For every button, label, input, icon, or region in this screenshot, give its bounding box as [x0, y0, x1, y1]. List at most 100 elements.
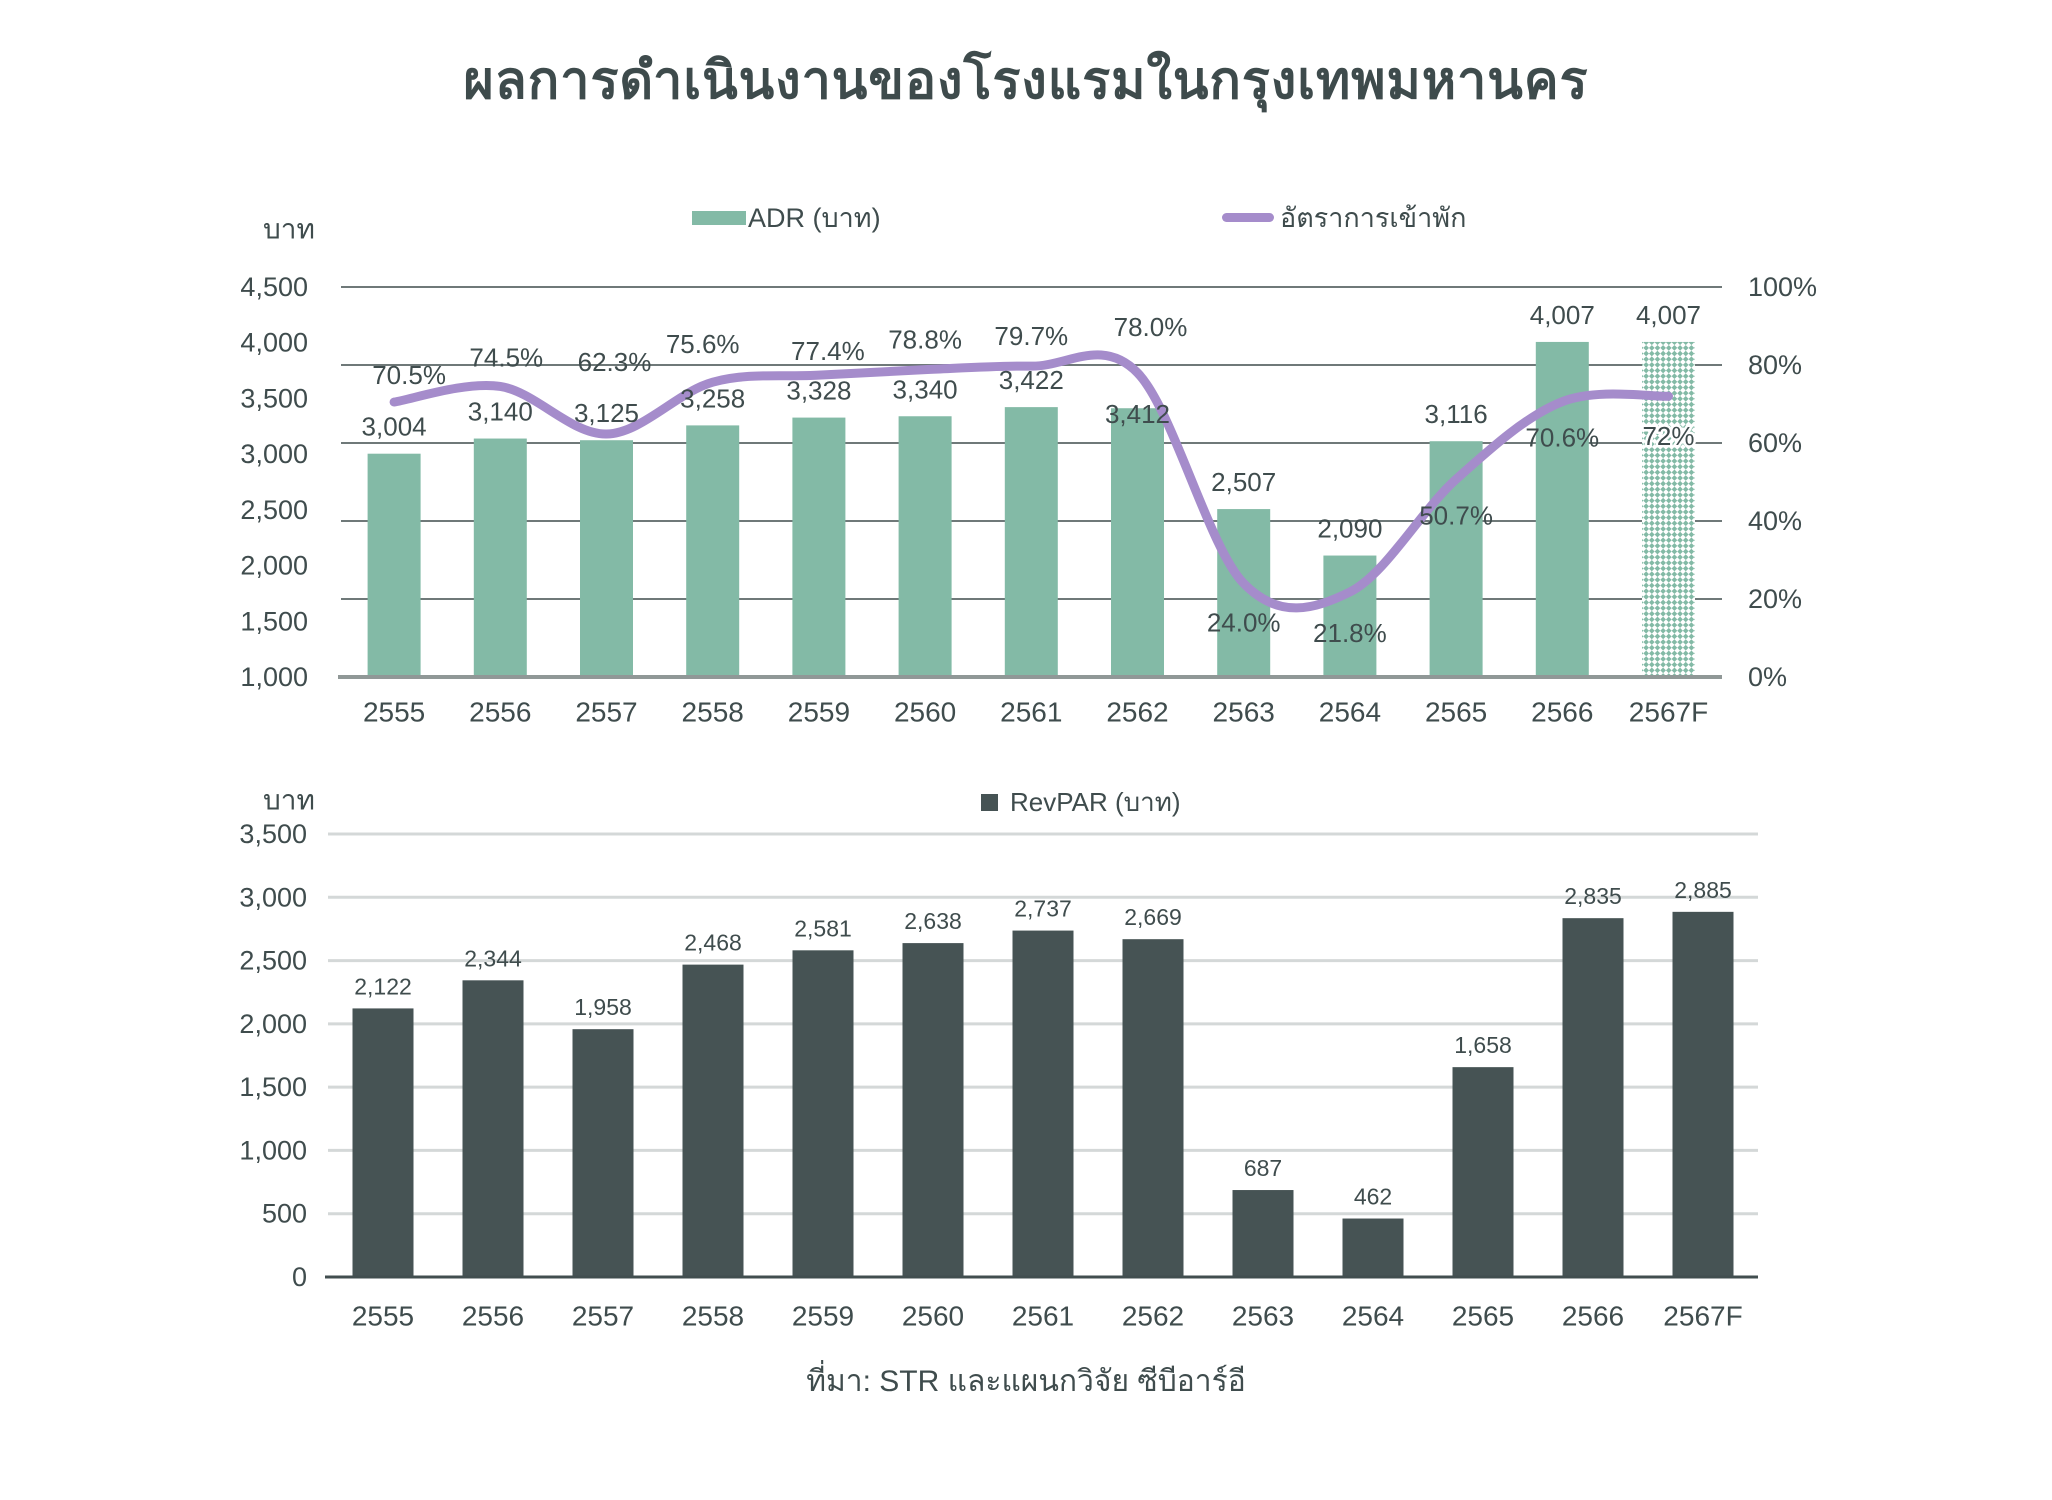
revpar-bar [1012, 930, 1074, 1277]
bottom-x-axis-label: 2561 [1012, 1301, 1074, 1332]
adr-bar [898, 416, 952, 677]
adr-bar [473, 438, 527, 677]
top-right-axis-tick: 100% [1748, 272, 1817, 302]
revpar-bar [792, 950, 854, 1277]
occupancy-value-label: 50.7% [1419, 500, 1493, 530]
top-x-axis-label: 2566 [1531, 697, 1593, 728]
bottom-x-axis-label: 2562 [1122, 1301, 1184, 1332]
revpar-bar [682, 964, 744, 1277]
occupancy-line [389, 350, 1673, 613]
occupancy-value-label: 79.7% [994, 321, 1068, 351]
bottom-x-axis-label: 2558 [682, 1301, 744, 1332]
revpar-value-label: 2,885 [1674, 877, 1732, 903]
occupancy-value-label: 62.3% [578, 347, 652, 377]
top-right-axis-tick: 60% [1748, 428, 1802, 458]
bottom-left-axis-unit: บาท [263, 785, 315, 816]
adr-bar [1111, 408, 1164, 677]
bottom-x-axis-label: 2563 [1232, 1301, 1294, 1332]
top-left-axis-tick: 4,000 [240, 328, 308, 358]
adr-value-label: 4,007 [1636, 300, 1701, 330]
top-right-axis-tick: 20% [1748, 584, 1802, 614]
adr-value-label: 3,412 [1105, 399, 1170, 429]
occupancy-value-label: 75.6% [666, 329, 740, 359]
adr-bar [1004, 407, 1058, 677]
bottom-x-axis-label: 2565 [1452, 1301, 1514, 1332]
top-x-axis-label: 2556 [469, 697, 531, 728]
revpar-bar [1342, 1218, 1404, 1277]
occupancy-legend-label: อัตราการเข้าพัก [1280, 203, 1467, 233]
top-left-axis-tick: 2,500 [240, 495, 308, 525]
legend-item-occupancy: อัตราการเข้าพัก [1222, 196, 1466, 239]
top-x-axis-label: 2557 [575, 697, 637, 728]
adr-value-label: 4,007 [1530, 300, 1595, 330]
bottom-x-axis-label: 2557 [572, 1301, 634, 1332]
legend-item-adr: ADR (บาท) [692, 196, 881, 239]
bottom-left-axis-tick: 2,000 [239, 1009, 307, 1039]
top-x-axis-label: 2562 [1106, 697, 1168, 728]
top-left-axis-tick: 1,000 [240, 662, 308, 692]
revpar-value-label: 2,669 [1124, 904, 1182, 930]
top-x-axis-label: 2565 [1425, 697, 1487, 728]
revpar-bar [1232, 1190, 1294, 1277]
top-left-axis-tick: 1,500 [240, 606, 308, 636]
bottom-x-axis-label: 2566 [1562, 1301, 1624, 1332]
bottom-x-axis-label: 2564 [1342, 1301, 1404, 1332]
adr-value-label: 3,258 [680, 383, 745, 413]
revpar-legend-label: RevPAR (บาท) [1010, 787, 1181, 817]
occupancy-value-label: 74.5% [469, 342, 543, 372]
occupancy-value-label: 70.5% [372, 360, 446, 390]
occupancy-value-label: 72% [1642, 421, 1694, 451]
revpar-bar [1562, 918, 1624, 1277]
top-x-axis-label: 2564 [1319, 697, 1381, 728]
top-x-axis-label: 2559 [788, 697, 850, 728]
bottom-x-axis-label: 2559 [792, 1301, 854, 1332]
occupancy-value-label: 24.0% [1207, 607, 1281, 637]
revpar-value-label: 687 [1244, 1155, 1282, 1181]
bottom-x-axis-label: 2560 [902, 1301, 964, 1332]
revpar-value-label: 462 [1354, 1184, 1392, 1210]
adr-bar [792, 417, 846, 677]
revpar-value-label: 2,122 [354, 973, 412, 999]
revpar-bar [902, 943, 964, 1277]
top-x-axis-label: 2561 [1000, 697, 1062, 728]
adr-occupancy-chart: บาท 4,500 4,000 3,500 3,000 2,500 2,000 1,500 1,… [240, 214, 1817, 728]
adr-bar [686, 425, 740, 677]
top-x-axis-label: 2567F [1629, 697, 1708, 728]
bottom-left-axis-tick: 3,500 [239, 819, 307, 849]
occupancy-value-label: 21.8% [1313, 618, 1387, 648]
revpar-value-label: 1,658 [1454, 1032, 1512, 1058]
adr-bar [367, 453, 421, 677]
top-left-axis-tick: 3,000 [240, 439, 308, 469]
adr-value-label: 3,328 [786, 376, 851, 406]
revpar-value-label: 2,581 [794, 915, 852, 941]
bottom-x-axis-label: 2567F [1663, 1301, 1742, 1332]
adr-value-label: 2,507 [1211, 467, 1276, 497]
top-x-axis-label: 2560 [894, 697, 956, 728]
top-x-axis-label: 2558 [682, 697, 744, 728]
adr-value-label: 3,422 [999, 365, 1064, 395]
revpar-bar [1672, 911, 1734, 1277]
revpar-value-label: 2,344 [464, 945, 522, 971]
adr-value-label: 2,090 [1317, 514, 1382, 544]
bottom-left-axis-tick: 0 [292, 1262, 307, 1292]
adr-value-label: 3,116 [1425, 399, 1488, 429]
adr-value-label: 3,340 [893, 374, 958, 404]
occupancy-legend-swatch-icon [1222, 213, 1274, 222]
adr-bar [1217, 509, 1271, 677]
top-right-axis-tick: 0% [1748, 662, 1787, 692]
revpar-value-label: 1,958 [574, 994, 632, 1020]
adr-legend-label: ADR (บาท) [748, 203, 881, 233]
revpar-value-label: 2,737 [1014, 896, 1072, 922]
page-title: ผลการดำเนินงานของโรงแรมในกรุงเทพมหานคร [463, 52, 1589, 110]
revpar-bar [462, 980, 524, 1277]
revpar-bar [1452, 1067, 1514, 1277]
legend-item-revpar: RevPAR (บาท) [981, 782, 1181, 823]
bottom-left-axis-tick: 3,000 [239, 882, 307, 912]
source-note: ที่มา: STR และแผนกวิจัย ซีบีอาร์อี [806, 1365, 1246, 1398]
top-left-axis-tick: 3,500 [240, 383, 308, 413]
adr-bar [580, 440, 633, 677]
occupancy-value-label: 78.8% [888, 325, 962, 355]
bottom-x-axis-label: 2555 [352, 1301, 414, 1332]
occupancy-value-label: 70.6% [1525, 423, 1599, 453]
